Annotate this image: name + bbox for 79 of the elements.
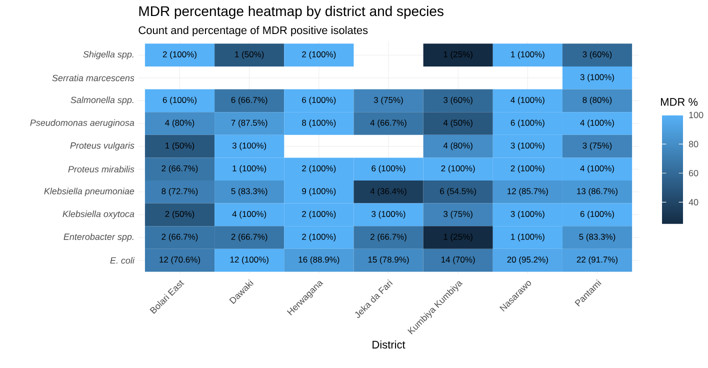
data-label: 4 (100%) xyxy=(580,120,614,128)
data-label: 6 (100%) xyxy=(580,210,614,219)
data-label: 4 (66.7%) xyxy=(370,120,406,128)
data-label: 6 (100%) xyxy=(302,96,336,105)
data-label: 4 (100%) xyxy=(580,165,614,174)
data-label: 3 (60%) xyxy=(444,96,472,105)
data-label: 8 (80%) xyxy=(582,96,612,105)
data-label: 3 (75%) xyxy=(582,142,612,150)
y-tick-label: Proteus vulgaris xyxy=(70,142,134,150)
data-label: 4 (100%) xyxy=(510,96,544,105)
data-label: 7 (87.5%) xyxy=(231,120,268,128)
y-tick-label: Klebsiella oxytoca xyxy=(62,210,134,219)
data-label: 5 (83.3%) xyxy=(231,188,268,196)
data-label: 1 (100%) xyxy=(511,234,544,242)
data-label: 2 (66.7%) xyxy=(162,165,198,174)
y-tick-label: Pseudomonas aeruginosa xyxy=(30,119,134,128)
data-label: 1 (50%) xyxy=(235,51,264,60)
data-label: 4 (50%) xyxy=(443,120,472,128)
data-label: 13 (86.7%) xyxy=(577,188,618,196)
data-label: 6 (66.7%) xyxy=(231,96,268,105)
data-label: 2 (100%) xyxy=(302,234,336,242)
data-label: 12 (70.6%) xyxy=(160,256,200,264)
color-bar-title: MDR % xyxy=(661,98,698,106)
data-label: 2 (50%) xyxy=(165,210,194,219)
data-label: 15 (78.9%) xyxy=(368,256,409,264)
data-label: 14 (70%) xyxy=(441,256,475,264)
data-label: 6 (100%) xyxy=(510,120,544,128)
data-label: 8 (100%) xyxy=(302,120,336,128)
color-bar-label: 40 xyxy=(688,199,698,206)
data-label: 12 (100%) xyxy=(230,256,268,264)
data-label: 4 (100%) xyxy=(232,210,266,219)
color-bar-label: 100 xyxy=(689,112,704,118)
data-label: 9 (100%) xyxy=(302,188,336,196)
y-tick-label: Shigella spp. xyxy=(83,50,134,60)
y-tick-label: Enterobacter spp. xyxy=(64,233,134,242)
y-tick-label: Serratia marcescens xyxy=(52,74,134,82)
data-label: 1 (25%) xyxy=(444,234,472,242)
data-label: 4 (80%) xyxy=(165,120,194,128)
data-label: 3 (100%) xyxy=(372,210,406,219)
data-label: 2 (66.7%) xyxy=(162,234,198,242)
data-label: 3 (100%) xyxy=(510,210,544,219)
data-label: 3 (100%) xyxy=(580,74,614,82)
data-label: 3 (100%) xyxy=(232,142,266,150)
data-label: 1 (25%) xyxy=(444,51,472,60)
data-label: 3 (75%) xyxy=(444,210,472,219)
data-label: 12 (85.7%) xyxy=(508,188,548,196)
data-label: 2 (66.7%) xyxy=(231,234,268,242)
data-label: 5 (83.3%) xyxy=(579,234,616,242)
chart-subtitle: Count and percentage of MDR positive isolates xyxy=(138,26,368,36)
data-label: 8 (72.7%) xyxy=(162,188,198,196)
data-label: 3 (60%) xyxy=(582,51,612,60)
chart-title: MDR percentage heatmap by district and species xyxy=(139,6,444,19)
y-tick-label: Klebsiella pneumoniae xyxy=(44,188,134,196)
data-label: 2 (100%) xyxy=(510,165,544,174)
data-label: 22 (91.7%) xyxy=(576,256,618,264)
data-label: 6 (54.5%) xyxy=(440,188,476,196)
data-label: 2 (66.7%) xyxy=(370,234,406,242)
data-label: 16 (88.9%) xyxy=(298,256,340,264)
data-label: 1 (100%) xyxy=(232,165,266,174)
data-label: 3 (100%) xyxy=(510,142,544,150)
data-label: 2 (100%) xyxy=(302,210,336,219)
data-label: 20 (95.2%) xyxy=(507,256,548,264)
data-label: 3 (75%) xyxy=(374,96,403,105)
y-tick-label: Proteus mirabilis xyxy=(68,166,134,172)
data-label: 2 (100%) xyxy=(162,51,196,60)
color-bar-label: 80 xyxy=(688,140,698,148)
data-label: 2 (100%) xyxy=(302,165,336,174)
data-label: 4 (36.4%) xyxy=(370,188,406,196)
x-axis-title: District xyxy=(372,340,406,349)
data-label: 4 (80%) xyxy=(443,142,472,150)
color-bar-label: 60 xyxy=(688,170,698,176)
data-label: 6 (100%) xyxy=(372,165,406,174)
y-tick-label: E. coli xyxy=(110,257,135,264)
data-label: 1 (100%) xyxy=(511,51,544,60)
data-label: 2 (100%) xyxy=(441,165,475,174)
data-label: 2 (100%) xyxy=(302,51,336,60)
data-label: 1 (50%) xyxy=(166,142,194,150)
data-label: 6 (100%) xyxy=(162,96,196,105)
y-tick-label: Salmonella spp. xyxy=(70,96,134,105)
